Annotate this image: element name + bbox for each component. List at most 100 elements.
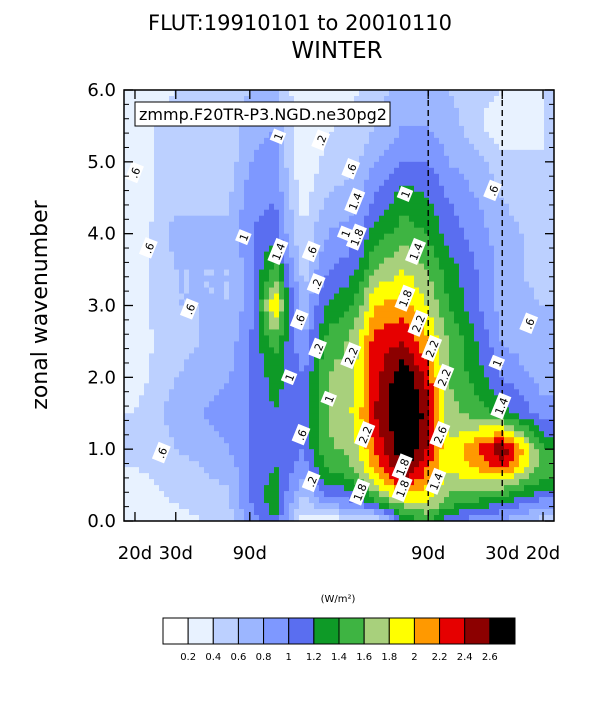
contour-cell: [329, 353, 335, 360]
contour-cell: [244, 173, 250, 181]
contour-cell: [124, 90, 130, 97]
contour-cell: [299, 479, 305, 486]
contour-cell: [279, 485, 285, 492]
contour-cell: [364, 467, 370, 474]
contour-cell: [364, 239, 370, 247]
contour-cell: [149, 413, 155, 420]
contour-cell: [144, 395, 150, 402]
chart-title: FLUT:19910101 to 20010110: [148, 11, 452, 35]
contour-cell: [444, 515, 450, 521]
contour-cell: [279, 161, 285, 169]
contour-cell: [434, 155, 440, 163]
contour-cell: [454, 197, 460, 205]
contour-cell: [279, 287, 285, 295]
contour-cell: [139, 209, 145, 217]
contour-cell: [254, 131, 260, 139]
contour-cell: [439, 275, 445, 283]
contour-cell: [369, 137, 375, 145]
contour-cell: [194, 389, 200, 396]
contour-cell: [444, 191, 450, 199]
contour-cell: [334, 443, 340, 450]
contour-cell: [239, 371, 245, 378]
contour-cell: [299, 269, 305, 277]
contour-cell: [244, 269, 250, 277]
contour-cell: [124, 275, 130, 283]
contour-cell: [254, 167, 260, 175]
contour-cell: [289, 341, 295, 349]
contour-cell: [279, 449, 285, 456]
contour-cell: [339, 191, 345, 199]
contour-cell: [194, 257, 200, 265]
contour-cell: [239, 257, 245, 265]
contour-cell: [419, 431, 425, 438]
contour-cell: [134, 353, 140, 360]
contour-cell: [274, 455, 280, 462]
contour-cell: [159, 197, 165, 205]
contour-cell: [264, 353, 270, 360]
contour-cell: [434, 401, 440, 408]
contour-cell: [159, 425, 165, 432]
contour-cell: [254, 239, 260, 247]
contour-cell: [374, 185, 380, 193]
contour-cell: [389, 449, 395, 456]
contour-cell: [214, 461, 220, 468]
contour-cell: [349, 323, 355, 331]
contour-cell: [414, 359, 420, 366]
contour-cell: [314, 155, 320, 163]
contour-cell: [404, 269, 410, 277]
contour-cell: [344, 365, 350, 372]
contour-cell: [344, 311, 350, 319]
contour-cell: [354, 503, 360, 510]
contour-cell: [179, 269, 185, 277]
contour-cell: [434, 443, 440, 450]
contour-cell: [154, 413, 160, 420]
contour-cell: [214, 95, 220, 103]
contour-cell: [284, 311, 290, 319]
contour-cell: [434, 143, 440, 151]
contour-cell: [354, 215, 360, 223]
contour-cell: [204, 287, 210, 295]
contour-cell: [219, 425, 225, 432]
contour-cell: [219, 323, 225, 331]
contour-cell: [259, 359, 265, 366]
contour-cell: [144, 473, 150, 480]
contour-cell: [274, 191, 280, 199]
contour-cell: [224, 233, 230, 241]
contour-cell: [389, 113, 395, 121]
contour-cell: [419, 125, 425, 133]
contour-cell: [324, 161, 330, 169]
contour-cell: [339, 377, 345, 384]
contour-cell: [349, 371, 355, 378]
contour-cell: [374, 95, 380, 103]
contour-cell: [149, 287, 155, 295]
contour-cell: [354, 341, 360, 349]
contour-cell: [314, 317, 320, 325]
contour-cell: [214, 503, 220, 510]
contour-cell: [294, 455, 300, 462]
contour-cell: [259, 467, 265, 474]
contour-cell: [244, 281, 250, 289]
contour-cell: [374, 419, 380, 426]
contour-cell: [169, 329, 175, 337]
contour-cell: [214, 389, 220, 396]
contour-cell: [179, 161, 185, 169]
contour-cell: [459, 215, 465, 223]
contour-cell: [414, 491, 420, 498]
contour-cell: [309, 335, 315, 343]
contour-cell: [244, 185, 250, 193]
contour-cell: [219, 281, 225, 289]
contour-cell: [319, 383, 325, 390]
contour-cell: [294, 137, 300, 145]
contour-cell: [129, 365, 135, 372]
contour-cell: [454, 353, 460, 360]
contour-cell: [329, 155, 335, 163]
contour-cell: [454, 233, 460, 241]
contour-cell: [229, 137, 235, 145]
contour-cell: [404, 437, 410, 444]
contour-cell: [244, 395, 250, 402]
contour-cell: [144, 461, 150, 468]
contour-cell: [454, 95, 460, 103]
contour-cell: [414, 515, 420, 521]
contour-cell: [259, 413, 265, 420]
contour-cell: [234, 359, 240, 366]
